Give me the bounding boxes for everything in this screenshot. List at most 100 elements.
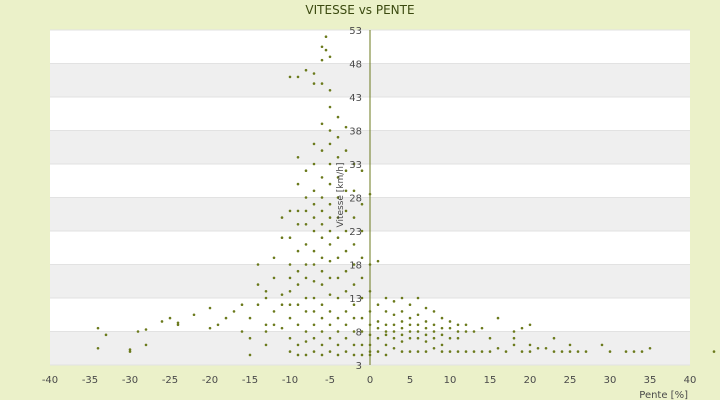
data-point <box>400 326 404 330</box>
data-point <box>456 330 460 333</box>
y-tick-label: 13 <box>349 294 362 305</box>
data-point <box>192 313 196 317</box>
data-point <box>320 122 324 126</box>
data-point <box>288 276 292 280</box>
data-point <box>160 320 164 323</box>
data-point <box>344 336 348 340</box>
data-point <box>296 223 300 226</box>
data-point <box>440 343 444 347</box>
data-point <box>608 350 612 353</box>
data-point <box>352 216 356 219</box>
data-point <box>104 333 108 337</box>
data-point <box>344 189 348 193</box>
data-point <box>584 350 588 353</box>
data-point <box>312 323 316 327</box>
data-point <box>312 310 316 313</box>
data-point <box>360 296 364 300</box>
data-point <box>272 256 276 260</box>
data-point <box>376 303 380 307</box>
data-point <box>552 336 556 340</box>
data-point <box>392 336 396 340</box>
data-point <box>176 323 180 327</box>
data-point <box>480 350 484 353</box>
data-point <box>352 353 356 357</box>
data-point <box>528 343 532 347</box>
data-point <box>344 269 348 273</box>
data-point <box>320 353 324 357</box>
y-tick-label: 3 <box>356 361 362 372</box>
data-point <box>352 162 356 166</box>
data-point <box>264 343 268 347</box>
data-point <box>312 336 316 340</box>
x-tick-label: -25 <box>162 375 178 386</box>
data-point <box>352 330 356 333</box>
data-point <box>128 350 132 353</box>
data-point <box>312 202 316 206</box>
data-point <box>280 326 284 330</box>
data-point <box>416 296 420 300</box>
data-point <box>440 316 444 320</box>
data-point <box>320 82 324 85</box>
data-point <box>384 330 388 333</box>
data-point <box>96 326 100 330</box>
data-point <box>336 256 340 260</box>
data-point <box>344 149 348 152</box>
data-point <box>328 55 332 59</box>
data-point <box>456 336 460 340</box>
data-point <box>424 340 428 343</box>
data-point <box>344 323 348 327</box>
x-tick-label: 0 <box>367 375 373 386</box>
data-point <box>320 45 324 49</box>
data-point <box>320 209 324 213</box>
x-tick-labels: -40 -35 -30 -25 -20 -15 -10 -5 0 5 10 15 20 25 30 35 40 <box>42 375 697 386</box>
data-point <box>336 316 340 320</box>
x-tick-label: -35 <box>82 375 98 386</box>
data-point <box>328 243 332 246</box>
x-tick-label: 30 <box>604 375 617 386</box>
x-tick-label: 15 <box>484 375 497 386</box>
data-point <box>384 310 388 313</box>
data-point <box>648 346 652 350</box>
data-point <box>472 350 476 353</box>
data-point <box>136 330 140 333</box>
data-point <box>320 58 324 62</box>
data-point <box>328 202 332 206</box>
data-point <box>344 209 348 213</box>
data-point <box>360 353 364 357</box>
data-point <box>304 330 308 333</box>
data-point <box>328 323 332 327</box>
data-point <box>632 350 636 353</box>
data-point <box>560 350 564 353</box>
data-point <box>440 326 444 330</box>
data-point <box>352 243 356 246</box>
data-point <box>296 182 300 186</box>
data-point <box>336 296 340 300</box>
data-point <box>296 209 300 213</box>
data-point <box>304 68 308 72</box>
data-point <box>496 346 500 350</box>
data-point <box>536 346 540 350</box>
data-point <box>416 350 420 353</box>
data-point <box>352 303 356 307</box>
data-point <box>488 350 492 353</box>
data-point <box>280 293 284 296</box>
data-point <box>408 336 412 340</box>
data-point <box>416 336 420 340</box>
data-point <box>264 323 268 327</box>
x-tick-label: -10 <box>282 375 298 386</box>
data-point <box>328 350 332 353</box>
data-point <box>288 336 292 340</box>
data-point <box>144 328 148 331</box>
x-tick-label: 40 <box>684 375 697 386</box>
data-point <box>432 336 436 340</box>
y-tick-label: 8 <box>356 328 362 339</box>
data-point <box>336 330 340 333</box>
data-point <box>432 330 436 333</box>
data-point <box>400 310 404 313</box>
data-point <box>376 350 380 353</box>
data-point <box>288 209 292 213</box>
data-point <box>296 323 300 327</box>
data-point <box>272 276 276 280</box>
data-point <box>304 263 308 266</box>
x-tick-label: -30 <box>122 375 138 386</box>
